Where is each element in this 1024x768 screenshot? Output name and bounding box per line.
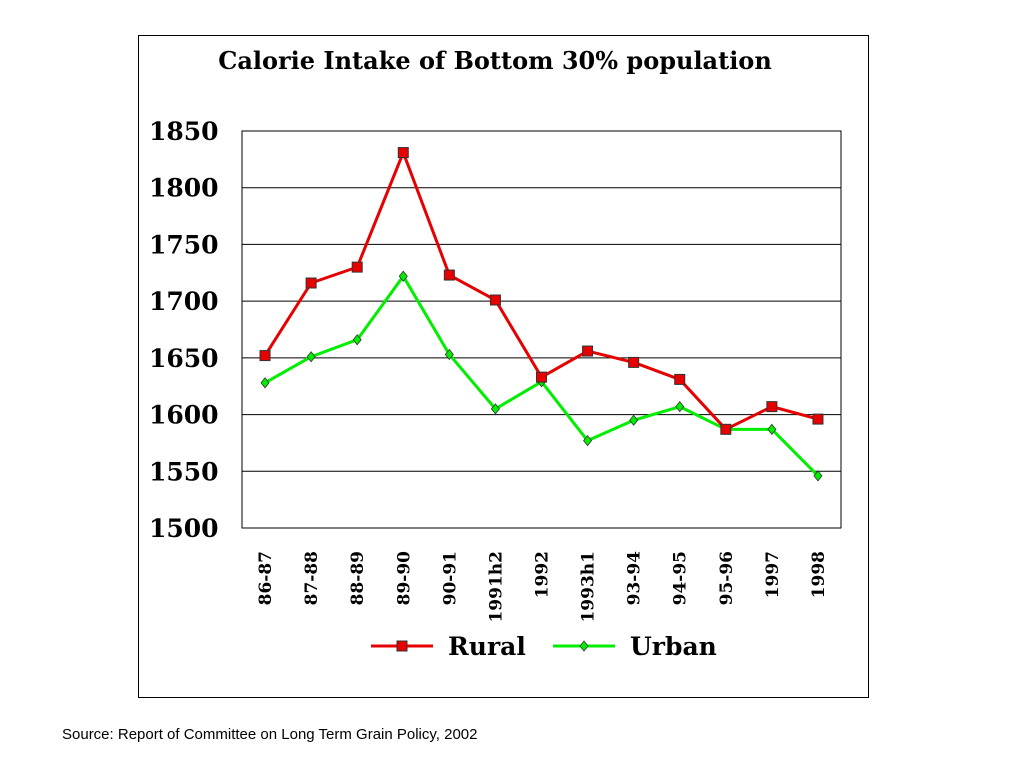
legend: Rural Urban: [371, 632, 717, 661]
x-tick-label: 1992: [533, 551, 553, 598]
y-tick-label: 1500: [149, 514, 219, 543]
legend-marker-rural: [396, 640, 408, 652]
data-point-urban: [352, 334, 362, 346]
chart-title: Calorie Intake of Bottom 30% population: [218, 46, 772, 75]
data-point-urban: [260, 377, 270, 389]
data-point-urban: [490, 403, 500, 415]
data-point-rural: [443, 269, 455, 281]
y-tick-label: 1600: [149, 401, 219, 430]
series-line-rural: [263, 151, 819, 431]
data-point-urban: [813, 470, 823, 482]
data-point-urban: [675, 400, 685, 413]
x-tick-label: 1993h1: [579, 551, 599, 623]
data-point-urban: [444, 348, 454, 361]
data-point-urban: [306, 351, 316, 363]
data-point-rural: [397, 147, 409, 159]
data-point-rural: [259, 350, 271, 362]
x-tick-label: 1997: [763, 551, 783, 598]
x-tick-label: 87-88: [302, 551, 322, 605]
data-point-rural: [305, 277, 317, 289]
x-tick-label: 86-87: [256, 551, 276, 605]
plot-area: 1850 1800 1750 1700 1650 1600 1550 1500 86-87 87-…: [149, 117, 842, 623]
y-tick-label: 1800: [149, 174, 219, 203]
data-point-rural: [536, 371, 547, 383]
legend-label-urban: Urban: [630, 632, 717, 661]
legend-label-rural: Rural: [448, 632, 526, 661]
x-tick-label: 1991h2: [486, 551, 506, 623]
data-point-urban: [398, 270, 408, 282]
data-point-rural: [582, 345, 594, 357]
y-tick-label: 1850: [149, 117, 219, 146]
line-chart: Calorie Intake of Bottom 30% population …: [149, 46, 842, 661]
data-point-rural: [351, 261, 363, 273]
plot-border: [241, 130, 842, 529]
data-point-rural: [489, 294, 501, 306]
x-tick-label: 90-91: [440, 551, 460, 605]
data-point-rural: [720, 423, 732, 435]
y-tick-label: 1700: [149, 287, 219, 316]
data-point-rural: [812, 413, 824, 425]
x-tick-label: 94-95: [671, 551, 691, 605]
data-point-rural: [766, 401, 778, 413]
y-tick-label: 1650: [149, 344, 219, 373]
data-point-urban: [629, 414, 639, 426]
data-point-rural: [674, 373, 686, 385]
x-tick-label: 1998: [809, 551, 829, 598]
x-tick-label: 88-89: [348, 551, 368, 605]
data-point-urban: [583, 435, 593, 447]
y-tick-label: 1550: [149, 457, 219, 486]
legend-marker-urban: [579, 640, 589, 652]
chart-frame: Calorie Intake of Bottom 30% population …: [138, 35, 869, 698]
x-tick-label: 95-96: [717, 551, 737, 605]
y-tick-label: 1750: [149, 230, 219, 259]
source-note: Source: Report of Committee on Long Term…: [62, 726, 478, 743]
data-point-urban: [767, 423, 777, 435]
data-point-rural: [628, 356, 640, 368]
x-tick-label: 89-90: [394, 551, 414, 606]
x-tick-label: 93-94: [625, 551, 645, 606]
